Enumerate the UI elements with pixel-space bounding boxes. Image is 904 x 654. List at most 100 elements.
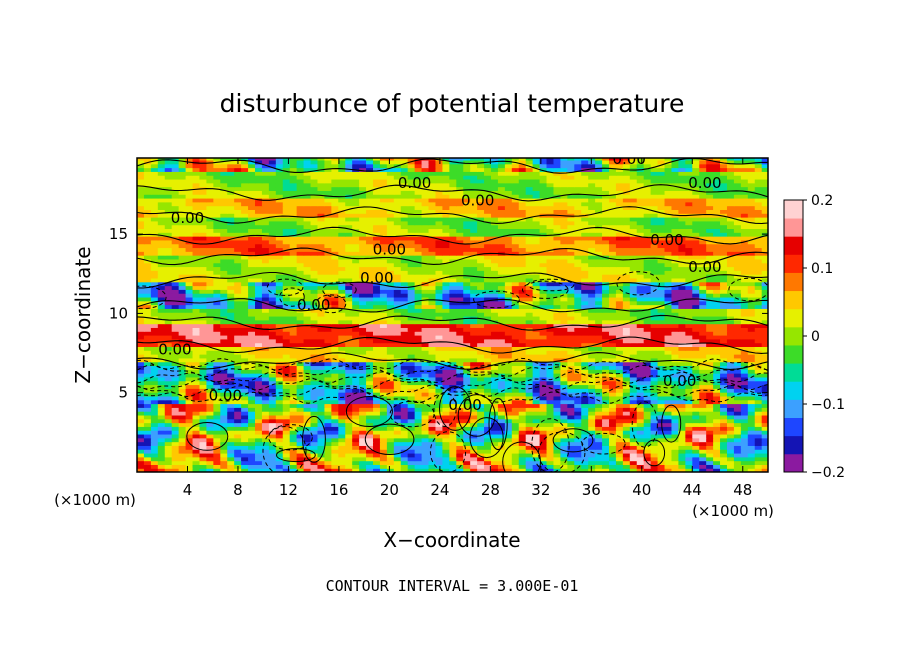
field-cell — [643, 403, 652, 408]
field-cell — [643, 300, 652, 306]
field-cell — [178, 281, 187, 287]
field-cell — [185, 293, 194, 298]
field-cell — [761, 300, 768, 306]
field-cell — [754, 281, 763, 287]
field-cell — [282, 315, 291, 321]
field-cell — [636, 384, 645, 389]
field-cell — [699, 399, 707, 405]
field-cell — [511, 262, 520, 268]
field-cell — [546, 331, 555, 336]
field-cell — [720, 449, 728, 454]
field-cell — [192, 456, 201, 462]
field-cell — [213, 266, 221, 271]
field-cell — [150, 338, 159, 344]
field-cell — [636, 331, 645, 336]
field-cell — [504, 354, 513, 359]
field-cell — [706, 414, 714, 420]
field-cell — [449, 277, 457, 283]
field-cell — [685, 395, 693, 401]
field-cell — [456, 441, 464, 446]
field-cell — [137, 319, 145, 325]
field-cell — [414, 449, 423, 454]
field-cell — [463, 365, 471, 370]
field-cell — [185, 354, 194, 359]
field-cell — [539, 422, 548, 427]
field-cell — [602, 418, 610, 424]
field-cell — [206, 266, 214, 271]
field-cell — [518, 399, 527, 405]
field-cell — [484, 464, 492, 469]
field-cell — [664, 262, 673, 268]
field-cell — [393, 411, 402, 416]
field-cell — [574, 430, 582, 435]
field-cell — [261, 319, 270, 325]
field-cell — [664, 395, 673, 401]
field-cell — [747, 346, 756, 351]
field-cell — [296, 388, 305, 393]
field-cell — [137, 468, 145, 472]
field-cell — [747, 407, 756, 412]
field-cell — [553, 281, 561, 287]
field-cell — [352, 449, 360, 454]
field-cell — [282, 323, 291, 328]
field-cell — [484, 270, 492, 275]
field-cell — [484, 384, 492, 389]
field-cell — [608, 334, 617, 340]
field-cell — [143, 403, 152, 408]
field-cell — [463, 331, 471, 336]
field-cell — [608, 285, 617, 290]
field-cell — [234, 312, 242, 317]
field-cell — [310, 293, 319, 298]
field-cell — [643, 411, 652, 416]
field-cell — [490, 357, 499, 363]
field-cell — [248, 289, 256, 294]
field-cell — [553, 437, 561, 443]
field-cell — [602, 365, 610, 370]
field-cell — [324, 266, 332, 271]
field-cell — [171, 289, 180, 294]
field-cell — [282, 262, 291, 268]
field-cell — [199, 430, 208, 435]
field-cell — [747, 354, 756, 359]
field-cell — [713, 274, 721, 279]
field-cell — [477, 403, 485, 408]
field-cell — [532, 289, 541, 294]
field-cell — [289, 407, 298, 412]
field-cell — [588, 304, 596, 309]
field-cell — [317, 338, 326, 344]
field-cell — [733, 361, 742, 367]
field-cell — [275, 304, 284, 309]
field-cell — [137, 361, 145, 367]
field-cell — [706, 281, 714, 287]
field-cell — [331, 445, 339, 450]
field-cell — [345, 331, 353, 336]
field-cell — [567, 418, 575, 424]
field-cell — [685, 323, 693, 328]
field-cell — [518, 384, 527, 389]
field-cell — [470, 281, 478, 287]
field-cell — [608, 354, 617, 359]
field-cell — [532, 403, 541, 408]
field-cell — [692, 392, 700, 397]
field-cell — [414, 422, 423, 427]
field-cell — [303, 422, 312, 427]
field-cell — [497, 422, 506, 427]
field-cell — [650, 380, 659, 386]
field-cell — [678, 365, 686, 370]
field-cell — [275, 441, 284, 446]
field-cell — [421, 304, 430, 309]
field-cell — [317, 433, 326, 439]
field-cell — [324, 285, 332, 290]
field-cell — [588, 460, 596, 465]
field-cell — [615, 308, 624, 313]
field-cell — [560, 312, 568, 317]
field-cell — [525, 308, 534, 313]
field-cell — [595, 293, 603, 298]
field-cell — [671, 350, 679, 355]
field-cell — [220, 430, 228, 435]
field-cell — [199, 433, 208, 439]
field-cell — [720, 346, 728, 351]
field-cell — [282, 270, 291, 275]
field-cell — [206, 293, 214, 298]
field-cell — [372, 414, 381, 420]
